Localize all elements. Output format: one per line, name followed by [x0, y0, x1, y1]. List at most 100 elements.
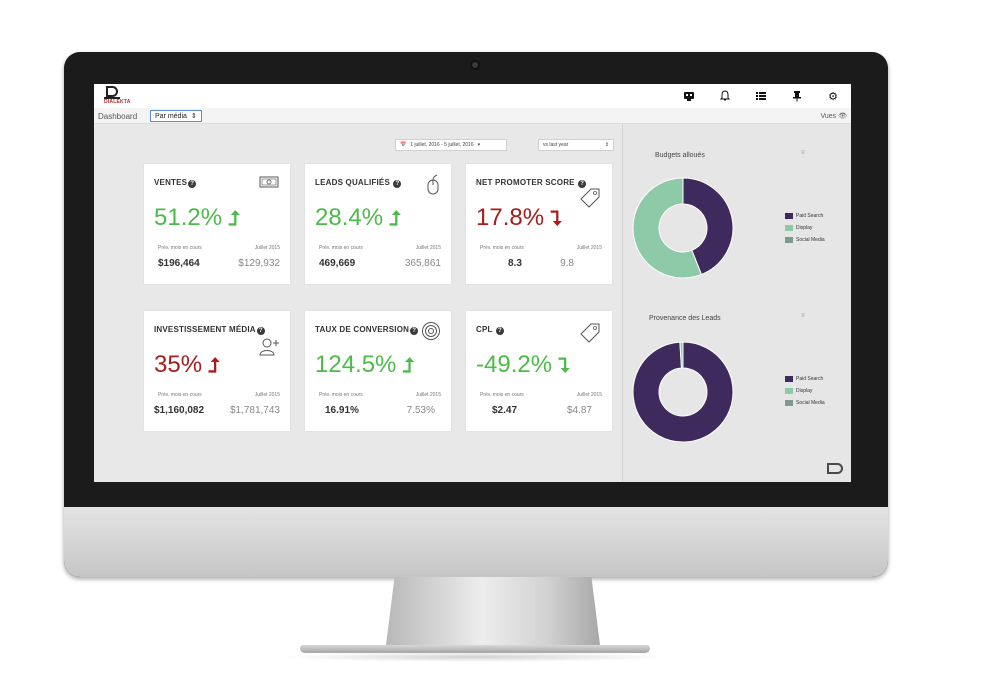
kpi-card-ventes[interactable]: VENTES? 51.2% ⮥ Prév. mois en cours Juille…: [144, 164, 290, 284]
kpi-card-conversion[interactable]: TAUX DE CONVERSION? 124.5% ⮥ Prév. mois e…: [305, 311, 451, 431]
calendar-icon: 📅: [400, 142, 407, 148]
card-title: VENTES?: [154, 178, 197, 188]
bell-icon[interactable]: [707, 84, 743, 108]
current-value: 8.3: [508, 258, 522, 269]
media-select-value: Par média: [155, 112, 187, 120]
card-sub-values: 16.91% 7.53%: [319, 405, 441, 416]
list-icon[interactable]: [743, 84, 779, 108]
pin-icon[interactable]: [779, 84, 815, 108]
breadcrumb[interactable]: Dashboard: [98, 112, 138, 121]
donut-slice-display[interactable]: [679, 341, 684, 369]
previous-value: 7.53%: [406, 405, 435, 416]
kpi-card-investissement[interactable]: INVESTISSEMENT MÉDIA? 35% ⮥ Prév. mois en…: [144, 311, 290, 431]
card-sub-values: $196,464 $129,932: [158, 258, 280, 269]
donut-slice-display[interactable]: [632, 177, 703, 279]
legend-item[interactable]: Social Media: [785, 397, 825, 409]
help-icon[interactable]: ?: [578, 180, 587, 188]
tag-icon: [578, 186, 602, 212]
gear-icon[interactable]: ⚙: [828, 89, 838, 103]
legend-swatch: [785, 225, 793, 231]
card-sub-values: 469,669 365,861: [319, 258, 441, 269]
date-range-value: 1 juillet, 2016 - 5 juillet, 2016: [410, 142, 474, 148]
date-range-picker[interactable]: 📅 1 juillet, 2016 - 5 juillet, 2016 ▾: [395, 139, 507, 151]
compare-select[interactable]: vs last year ⇕: [538, 139, 614, 151]
eye-icon: 👁: [838, 113, 847, 120]
trend-down-arrow-icon: ⮧: [558, 353, 570, 377]
card-value: 35% ⮥: [154, 351, 220, 378]
label-prev-month: Prév. mois en cours: [480, 392, 524, 398]
help-icon[interactable]: ?: [410, 327, 419, 335]
chart-title-budgets: Budgets alloués: [655, 152, 705, 159]
dialekta-logo[interactable]: DIALEKTA: [104, 86, 144, 108]
top-bar: DIALEKTA ⚙: [94, 84, 851, 108]
trend-up-arrow-icon: ⮥: [389, 206, 401, 230]
camera-icon: [470, 60, 480, 70]
help-icon[interactable]: ?: [495, 327, 504, 335]
trend-up-arrow-icon: ⮥: [402, 353, 415, 377]
legend-item[interactable]: Social Media: [785, 234, 825, 246]
label-last-year: Juillet 2015: [254, 392, 280, 398]
top-icons: ⚙: [671, 84, 851, 108]
label-last-year: Juillet 2015: [576, 245, 602, 251]
monitor-stand: [386, 577, 600, 645]
vues-label: Vues: [820, 113, 837, 120]
previous-value: $129,932: [238, 258, 280, 269]
legend-item[interactable]: Display: [785, 222, 825, 234]
label-prev-month: Prév. mois en cours: [319, 245, 363, 251]
label-prev-month: Prév. mois en cours: [158, 392, 202, 398]
kpi-card-nps[interactable]: NET PROMOTER SCORE ? 17.8% ⮧ Prév. mois e…: [466, 164, 612, 284]
chart-title-leads: Provenance des Leads: [649, 315, 721, 322]
chart-menu-icon[interactable]: ≡: [801, 150, 805, 156]
card-title: TAUX DE CONVERSION?: [315, 325, 419, 335]
card-value: 28.4% ⮥: [315, 204, 401, 231]
legend-swatch: [785, 400, 793, 406]
trend-up-arrow-icon: ⮥: [228, 206, 240, 230]
previous-value: $1,781,743: [229, 405, 280, 416]
logo-text: DIALEKTA: [104, 99, 131, 105]
help-icon[interactable]: ?: [188, 180, 197, 188]
monitor-chin: [64, 507, 888, 577]
caret-down-icon: ▾: [477, 142, 481, 148]
card-value: 17.8% ⮧: [476, 204, 562, 231]
legend-budgets: Paid Search Display Social Media: [785, 210, 825, 246]
current-value: 469,669: [319, 258, 356, 269]
card-sub-values: 8.3 9.8: [480, 258, 602, 269]
media-select[interactable]: Par média ⇕: [150, 110, 202, 122]
help-icon[interactable]: ?: [393, 180, 402, 188]
legend-swatch: [785, 213, 793, 219]
robot-icon[interactable]: [671, 84, 707, 108]
card-value: -49.2% ⮧: [476, 351, 570, 378]
current-value: $2.47: [492, 405, 518, 416]
card-value: 124.5% ⮥: [315, 351, 415, 378]
vues-menu[interactable]: Vues 👁: [820, 112, 847, 120]
money-icon: [258, 174, 280, 194]
label-last-year: Juillet 2015: [415, 245, 441, 251]
legend-swatch: [785, 376, 793, 382]
trend-down-arrow-icon: ⮧: [550, 206, 562, 230]
card-title: NET PROMOTER SCORE ?: [476, 178, 587, 188]
chart-menu-icon[interactable]: ≡: [801, 313, 805, 319]
donut-slice-paid-search[interactable]: [682, 177, 734, 276]
label-prev-month: Prév. mois en cours: [480, 245, 524, 251]
donut-chart-budgets: [632, 177, 734, 279]
kpi-card-cpl[interactable]: CPL ? -49.2% ⮧ Prév. mois en cours Juillet…: [466, 311, 612, 431]
legend-item[interactable]: Paid Search: [785, 210, 825, 222]
card-sub-values: $1,160,082 $1,781,743: [154, 405, 280, 416]
previous-value: $4.87: [566, 405, 592, 416]
legend-item[interactable]: Display: [785, 385, 825, 397]
legend-swatch: [785, 237, 793, 243]
donut-slice-paid-search[interactable]: [632, 341, 734, 443]
legend-item[interactable]: Paid Search: [785, 373, 825, 385]
target-icon: [421, 321, 441, 345]
kpi-card-leads[interactable]: LEADS QUALIFIÉS ? 28.4% ⮥ Prév. mois en c…: [305, 164, 451, 284]
dialekta-mark-icon: [827, 463, 843, 474]
chart-panel: Budgets alloués ≡ Paid Search Display So…: [622, 124, 851, 482]
kpi-area: 📅 1 juillet, 2016 - 5 juillet, 2016 ▾ vs…: [94, 124, 622, 482]
legend-leads: Paid Search Display Social Media: [785, 373, 825, 409]
label-last-year: Juillet 2015: [576, 392, 602, 398]
help-icon[interactable]: ?: [256, 327, 265, 335]
card-title: INVESTISSEMENT MÉDIA?: [154, 325, 265, 335]
label-last-year: Juillet 2015: [254, 245, 280, 251]
logo-mark: [104, 86, 120, 99]
sub-bar: Dashboard Par média ⇕ Vues 👁: [94, 108, 851, 124]
